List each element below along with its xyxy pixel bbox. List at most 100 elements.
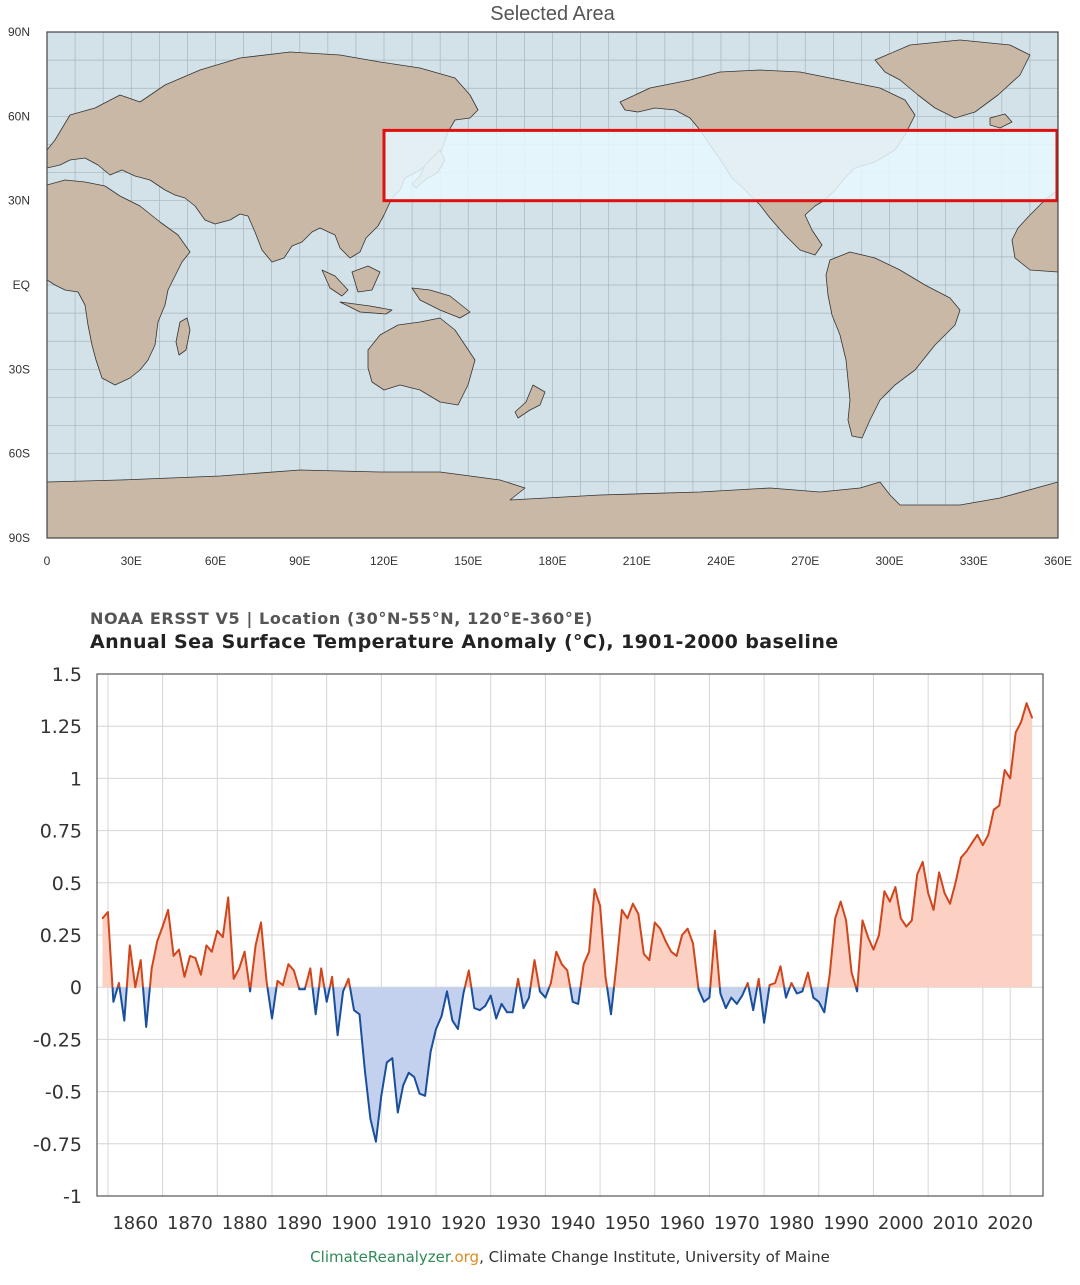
anomaly-point — [632, 902, 634, 905]
anomaly-point — [861, 919, 864, 922]
footer-brand-tld[interactable]: .org — [449, 1248, 480, 1266]
anomaly-point — [167, 909, 169, 911]
anomaly-point — [790, 982, 793, 984]
anomaly-point — [260, 921, 262, 924]
negative-anomaly-area — [471, 987, 517, 1019]
map-lon-label: 300E — [875, 554, 903, 568]
chart-y-tick: 1.25 — [40, 716, 82, 738]
anomaly-point — [489, 994, 492, 997]
anomaly-point — [451, 1019, 454, 1022]
map-lon-label: 0 — [44, 554, 51, 568]
anomaly-point — [139, 959, 142, 961]
anomaly-point — [987, 834, 990, 836]
positive-anomaly-line — [148, 896, 251, 988]
chart-x-tick: 1870 — [167, 1213, 213, 1234]
anomaly-point — [675, 955, 678, 957]
chart-x-tick: 2000 — [878, 1213, 924, 1234]
anomaly-point — [473, 1007, 476, 1009]
chart-y-tick: -0.75 — [33, 1134, 82, 1156]
anomaly-point — [358, 1013, 361, 1016]
anomaly-point — [615, 963, 618, 965]
anomaly-point — [216, 930, 219, 932]
anomaly-point — [418, 1092, 421, 1095]
anomaly-point — [282, 984, 284, 986]
anomaly-point — [364, 1069, 366, 1072]
anomaly-point — [741, 994, 743, 997]
anomaly-point — [714, 930, 716, 932]
anomaly-point — [544, 996, 547, 999]
anomaly-point — [500, 1003, 503, 1005]
anomaly-point — [561, 963, 563, 965]
anomaly-point — [571, 1001, 574, 1003]
anomaly-point — [566, 969, 569, 972]
anomaly-point — [402, 1084, 405, 1087]
map-lon-label: 330E — [960, 554, 988, 568]
negative-anomaly-line — [518, 987, 532, 1010]
chart-y-tick: -1 — [63, 1186, 82, 1208]
anomaly-point — [183, 976, 186, 978]
negative-anomaly-area — [350, 987, 465, 1142]
anomaly-point — [659, 927, 661, 930]
anomaly-point — [533, 959, 536, 961]
footer-brand[interactable]: ClimateReanalyzer — [310, 1248, 450, 1266]
anomaly-point — [227, 896, 229, 899]
negative-anomaly-area — [719, 987, 746, 1009]
negative-anomaly-line — [297, 986, 307, 991]
anomaly-point — [369, 1117, 372, 1120]
anomaly-point — [686, 927, 689, 930]
anomaly-point — [397, 1111, 399, 1114]
anomaly-point — [528, 996, 530, 999]
chart-series-lines — [101, 702, 1034, 1143]
positive-anomaly-area — [857, 703, 1033, 988]
negative-anomaly-area — [539, 987, 550, 998]
chart-title: Annual Sea Surface Temperature Anomaly (… — [90, 631, 839, 653]
landmass-eurasia — [47, 51, 479, 263]
anomaly-point — [943, 892, 946, 894]
anomaly-point — [413, 1076, 416, 1078]
negative-anomaly-line — [569, 987, 582, 1005]
landmass-maritime-se-asia — [321, 265, 471, 319]
positive-anomaly-area — [149, 897, 250, 988]
anomaly-point — [593, 888, 596, 890]
map-lon-label: 180E — [538, 554, 566, 568]
anomaly-point — [911, 919, 913, 922]
anomaly-point — [276, 980, 279, 982]
chart-y-tick-labels: 1.5 1.25 1 0.75 0.5 0.25 0 -0.25 -0.5 -0.75 -1 — [33, 664, 82, 1208]
map-lat-label: 90N — [8, 25, 30, 39]
anomaly-point — [582, 963, 585, 965]
anomaly-point — [637, 913, 640, 915]
anomaly-point — [172, 955, 175, 957]
map-lon-labels: 0 30E 60E 90E 120E 150E 180E 210E 240E 270E 300E 33… — [44, 554, 1072, 568]
anomaly-point — [222, 936, 224, 938]
anomaly-point — [484, 1005, 487, 1007]
anomaly-point — [293, 969, 295, 972]
anomaly-point — [325, 1001, 328, 1003]
anomaly-point — [1031, 717, 1033, 719]
anomaly-point — [626, 917, 629, 920]
anomaly-point — [429, 1051, 432, 1053]
world-map: 90N 60N 30N EQ 30S 60S 90S 0 30E 60E 90E 120E 150E 1… — [8, 25, 1072, 568]
positive-anomaly-area — [710, 930, 720, 988]
anomaly-point — [391, 1057, 394, 1059]
anomaly-point — [309, 967, 312, 970]
anomaly-point — [550, 982, 552, 984]
anomaly-point — [752, 1009, 754, 1011]
map-lat-labels: 90N 60N 30N EQ 30S 60S 90S — [8, 25, 30, 545]
footer-credit: ClimateReanalyzer.org, Climate Change In… — [0, 1248, 1080, 1266]
anomaly-point — [993, 808, 995, 811]
negative-anomaly-area — [519, 987, 531, 1009]
map-lat-label: EQ — [13, 278, 30, 292]
anomaly-point — [719, 992, 722, 995]
negative-anomaly-line — [792, 986, 805, 995]
anomaly-point — [243, 950, 246, 953]
chart-x-tick: 1860 — [112, 1213, 158, 1234]
anomaly-point — [375, 1140, 377, 1143]
chart-x-tick: 1980 — [769, 1213, 815, 1234]
chart-y-tick: 1 — [70, 768, 82, 790]
positive-anomaly-area — [614, 903, 699, 988]
anomaly-point — [692, 942, 694, 945]
anomaly-point — [736, 1003, 738, 1005]
anomaly-point — [1009, 777, 1011, 780]
anomaly-point — [517, 978, 519, 980]
chart-y-tick: -0.5 — [45, 1082, 82, 1104]
